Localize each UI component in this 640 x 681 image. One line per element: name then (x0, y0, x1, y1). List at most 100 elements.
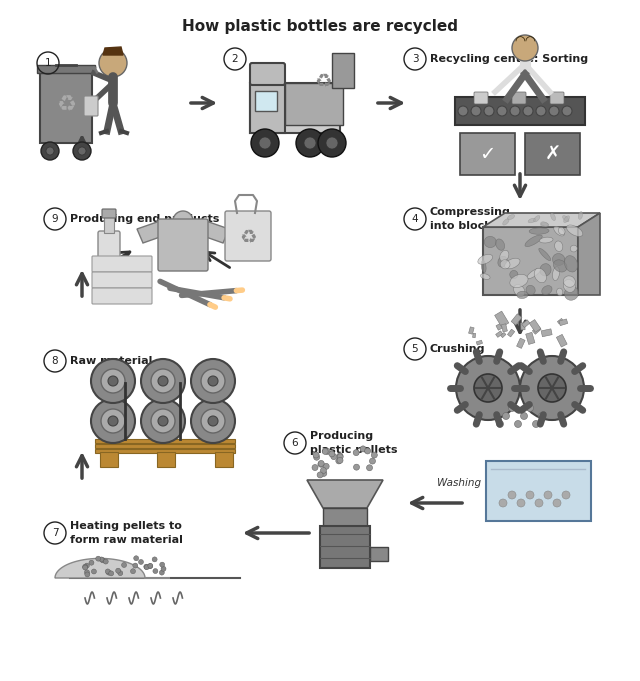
Circle shape (371, 452, 378, 458)
Circle shape (148, 563, 153, 569)
Circle shape (544, 491, 552, 499)
FancyBboxPatch shape (84, 96, 98, 116)
Ellipse shape (509, 270, 518, 279)
Text: Recycling centre: Sorting: Recycling centre: Sorting (430, 54, 588, 64)
Text: 4: 4 (412, 214, 419, 224)
Circle shape (116, 568, 120, 573)
Circle shape (122, 563, 127, 567)
Bar (532, 326, 541, 334)
Circle shape (158, 416, 168, 426)
Ellipse shape (529, 228, 549, 234)
Ellipse shape (534, 268, 547, 283)
Circle shape (89, 560, 94, 565)
Text: Heating pellets to
form raw material: Heating pellets to form raw material (70, 522, 183, 545)
Text: ♻: ♻ (56, 95, 76, 114)
Circle shape (526, 491, 534, 499)
Circle shape (158, 376, 168, 386)
Circle shape (365, 448, 371, 454)
Circle shape (105, 569, 110, 574)
Bar (525, 332, 535, 345)
FancyBboxPatch shape (250, 63, 285, 85)
Bar (472, 333, 476, 338)
Ellipse shape (579, 212, 582, 219)
Bar (508, 329, 515, 337)
Circle shape (497, 420, 504, 428)
Circle shape (296, 129, 324, 157)
Ellipse shape (495, 239, 504, 251)
Circle shape (160, 562, 164, 567)
Ellipse shape (557, 288, 563, 296)
Ellipse shape (498, 256, 507, 267)
Bar (496, 322, 506, 330)
Ellipse shape (500, 251, 509, 262)
Circle shape (118, 571, 123, 575)
Text: Producing
plastic pellets: Producing plastic pellets (310, 431, 397, 455)
Circle shape (456, 356, 520, 420)
Circle shape (532, 420, 540, 428)
Circle shape (326, 137, 338, 149)
Circle shape (318, 129, 346, 157)
Circle shape (92, 569, 97, 574)
Circle shape (78, 147, 86, 155)
Circle shape (484, 106, 494, 116)
Circle shape (367, 464, 372, 471)
Circle shape (201, 369, 225, 393)
Circle shape (141, 399, 185, 443)
FancyBboxPatch shape (95, 444, 235, 448)
Ellipse shape (558, 227, 565, 235)
Ellipse shape (550, 213, 556, 221)
Circle shape (471, 106, 481, 116)
FancyBboxPatch shape (225, 211, 271, 261)
Circle shape (337, 453, 343, 459)
Text: ⬆: ⬆ (90, 63, 102, 77)
Circle shape (46, 147, 54, 155)
Circle shape (318, 461, 324, 467)
Ellipse shape (505, 258, 520, 269)
Ellipse shape (564, 255, 578, 272)
Circle shape (133, 563, 138, 568)
Circle shape (510, 106, 520, 116)
Circle shape (208, 416, 218, 426)
Circle shape (360, 446, 366, 452)
Text: 9: 9 (52, 214, 58, 224)
Bar (511, 314, 522, 326)
Ellipse shape (510, 274, 528, 287)
FancyBboxPatch shape (102, 209, 116, 218)
Circle shape (312, 464, 318, 471)
Ellipse shape (554, 226, 564, 236)
Circle shape (304, 137, 316, 149)
FancyBboxPatch shape (250, 83, 285, 133)
Polygon shape (206, 221, 229, 243)
Circle shape (508, 491, 516, 499)
Circle shape (151, 369, 175, 393)
Circle shape (84, 563, 90, 568)
Ellipse shape (555, 241, 563, 251)
Circle shape (99, 557, 104, 562)
Circle shape (317, 472, 323, 478)
Bar (559, 319, 568, 326)
Text: 8: 8 (52, 356, 58, 366)
Circle shape (151, 409, 175, 433)
FancyBboxPatch shape (158, 219, 208, 271)
FancyBboxPatch shape (483, 227, 578, 295)
Circle shape (148, 564, 152, 569)
Circle shape (314, 454, 319, 460)
Circle shape (83, 565, 88, 569)
Ellipse shape (481, 274, 490, 279)
Circle shape (161, 567, 166, 571)
Bar (500, 332, 506, 338)
FancyBboxPatch shape (320, 526, 370, 568)
Circle shape (324, 448, 330, 454)
Circle shape (144, 564, 148, 569)
Circle shape (458, 106, 468, 116)
Circle shape (41, 142, 59, 160)
Circle shape (517, 499, 525, 507)
Ellipse shape (554, 259, 567, 272)
Bar (541, 329, 552, 336)
Bar (476, 340, 483, 345)
FancyBboxPatch shape (250, 83, 340, 133)
FancyBboxPatch shape (104, 217, 114, 233)
Ellipse shape (502, 219, 509, 225)
Bar (556, 334, 567, 347)
FancyBboxPatch shape (98, 231, 120, 273)
